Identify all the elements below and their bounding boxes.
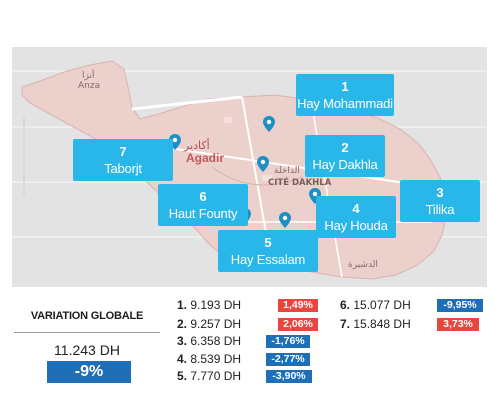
- map-label-agadir: Agadir: [186, 151, 225, 165]
- global-variation-badge: -9%: [47, 361, 131, 383]
- map-pin-icon[interactable]: [278, 211, 292, 229]
- map-label-anza-ar: أنزا: [82, 71, 95, 81]
- callout-4[interactable]: 4 Hay Houda: [316, 196, 396, 238]
- district-row-1: 1. 9.193 DH: [177, 298, 241, 312]
- callout-number: 4: [352, 201, 360, 216]
- divider: [14, 332, 160, 333]
- row-number: 7.: [340, 317, 351, 331]
- callout-2[interactable]: 2 Hay Dakhla: [305, 135, 385, 177]
- city-map: أنزا Anza أكادير Agadir CITÉ DAKHLA الدا…: [12, 47, 487, 287]
- district-row-6: 6. 15.077 DH: [340, 298, 411, 312]
- map-label-cite-dakhla: CITÉ DAKHLA: [268, 178, 332, 188]
- map-label-agadir-ar: أكادير: [184, 139, 210, 152]
- row-variation-badge: -3,90%: [266, 370, 312, 383]
- map-label-dakhla-ar: الداخلة: [274, 166, 300, 176]
- callout-number: 7: [119, 144, 127, 159]
- row-price: 9.193 DH: [190, 298, 242, 312]
- variation-globale-title: VARIATION GLOBALE: [30, 310, 144, 322]
- callout-name: Hay Dakhla: [312, 157, 378, 172]
- row-price: 9.257 DH: [190, 317, 242, 331]
- row-price: 15.077 DH: [353, 298, 411, 312]
- row-number: 3.: [177, 334, 188, 348]
- callout-5[interactable]: 5 Hay Essalam: [218, 230, 318, 272]
- callout-number: 6: [199, 189, 207, 204]
- district-row-4: 4. 8.539 DH: [177, 352, 241, 366]
- callout-3[interactable]: 3 Tilika: [400, 180, 480, 222]
- callout-name: Tilika: [425, 202, 455, 217]
- row-price: 6.358 DH: [190, 334, 242, 348]
- callout-6[interactable]: 6 Haut Founty: [158, 184, 248, 226]
- row-price: 15.848 DH: [353, 317, 411, 331]
- map-label-anza: Anza: [78, 81, 101, 91]
- callout-name: Haut Founty: [168, 206, 238, 221]
- global-average-price: 11.243 DH: [54, 342, 120, 358]
- row-price: 8.539 DH: [190, 352, 242, 366]
- district-row-5: 5. 7.770 DH: [177, 369, 241, 383]
- row-variation-badge: 2,06%: [278, 318, 318, 331]
- row-number: 6.: [340, 298, 351, 312]
- callout-name: Taborjt: [104, 161, 142, 176]
- callout-7[interactable]: 7 Taborjt: [73, 139, 173, 181]
- district-row-2: 2. 9.257 DH: [177, 317, 241, 331]
- row-variation-badge: 1,49%: [278, 299, 318, 312]
- map-pin-icon[interactable]: [256, 155, 270, 173]
- row-number: 4.: [177, 352, 188, 366]
- map-pin-icon[interactable]: [262, 115, 276, 133]
- map-label-dcheira-ar: الدشيرة: [348, 260, 378, 270]
- callout-number: 5: [264, 235, 272, 250]
- callout-number: 3: [436, 185, 444, 200]
- district-row-3: 3. 6.358 DH: [177, 334, 241, 348]
- callout-number: 2: [341, 140, 349, 155]
- callout-1[interactable]: 1 Hay Mohammadi: [296, 74, 394, 116]
- row-price: 7.770 DH: [190, 369, 242, 383]
- row-variation-badge: -1,76%: [266, 335, 310, 348]
- row-variation-badge: 3,73%: [437, 318, 479, 331]
- row-variation-badge: -9,95%: [437, 299, 483, 312]
- row-variation-badge: -2,77%: [266, 353, 310, 366]
- row-number: 5.: [177, 369, 188, 383]
- row-number: 2.: [177, 317, 188, 331]
- callout-name: Hay Houda: [324, 218, 388, 233]
- row-number: 1.: [177, 298, 188, 312]
- price-stats-panel: VARIATION GLOBALE 11.243 DH -9% 1. 9.193…: [0, 290, 495, 400]
- callout-name: Hay Essalam: [230, 252, 306, 267]
- callout-number: 1: [341, 79, 349, 94]
- district-row-7: 7. 15.848 DH: [340, 317, 411, 331]
- callout-name: Hay Mohammadi: [297, 96, 393, 111]
